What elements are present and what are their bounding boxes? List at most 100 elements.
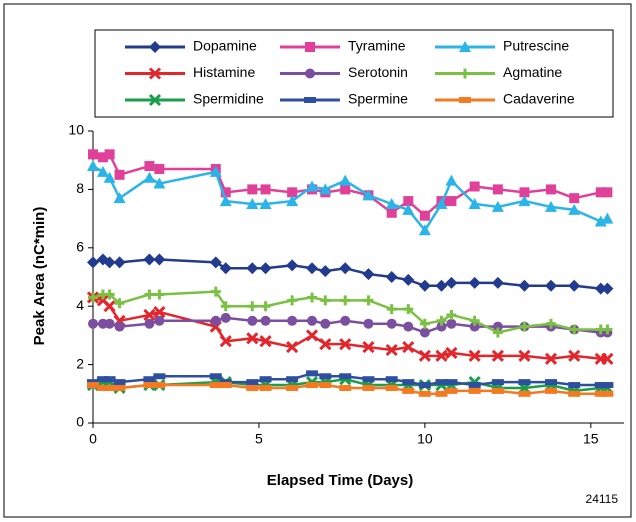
annotation: 24115 [586,492,619,506]
marker [469,181,480,192]
marker [385,343,398,357]
marker [209,165,222,177]
marker [114,169,125,180]
marker [468,382,481,389]
marker [445,387,458,394]
marker [340,315,351,326]
marker [88,292,98,303]
marker [247,315,258,326]
marker [601,352,614,365]
marker [103,376,116,383]
marker [339,384,352,391]
marker [435,349,448,362]
marker [339,373,352,380]
marker [518,349,531,362]
marker [601,382,614,389]
marker [304,97,316,103]
marker [259,376,272,383]
marker [113,379,126,386]
marker [144,161,155,172]
marker [113,256,126,269]
marker [306,382,319,389]
marker [544,379,557,386]
series-line [92,164,608,233]
marker [544,200,557,212]
marker [468,349,481,362]
marker [209,382,222,389]
marker [153,177,166,189]
marker [219,195,232,207]
marker [362,341,375,354]
marker [492,321,503,332]
marker [518,390,531,397]
marker [319,183,332,195]
marker [306,370,319,377]
marker [363,318,374,329]
marker [96,384,109,391]
marker [259,198,272,209]
marker [149,41,161,53]
marker [568,203,581,215]
marker [363,295,374,306]
marker [468,198,481,209]
marker [247,184,258,195]
marker [362,376,375,383]
marker [569,193,580,204]
x-tick-label: 15 [583,431,599,447]
marker [153,305,166,319]
marker [246,379,259,386]
marker [153,382,166,389]
marker [402,341,415,354]
marker [286,195,299,207]
marker [143,253,156,266]
marker [491,200,504,212]
marker [305,68,315,79]
marker [419,327,430,338]
marker [419,318,430,329]
marker [104,149,115,160]
marker [113,192,126,204]
marker [87,382,99,389]
marker [418,390,431,397]
marker [307,292,318,303]
marker [219,262,232,275]
marker [435,198,448,209]
marker [418,279,431,292]
marker [446,318,457,329]
marker [104,289,115,300]
marker [418,224,431,236]
legend-label: Spermine [348,91,408,107]
legend-label: Cadaverine [503,91,575,107]
marker [104,318,115,329]
marker [491,349,504,362]
marker [103,171,116,183]
marker [320,318,331,329]
marker [402,387,415,394]
marker [287,315,298,326]
marker [96,165,109,177]
marker [518,195,531,207]
marker [287,187,298,198]
marker [469,315,480,326]
marker [88,318,98,329]
marker [209,256,222,269]
marker [519,187,530,198]
marker [402,203,415,215]
marker [445,174,458,186]
marker [402,379,415,386]
marker [518,279,531,292]
marker [386,207,397,218]
marker [568,390,581,397]
marker [435,379,448,386]
marker [209,373,222,380]
legend-label: Spermidine [193,91,264,107]
y-tick-label: 0 [76,414,84,430]
x-tick-label: 0 [89,431,97,447]
x-tick-label: 10 [417,431,433,447]
marker [114,321,125,332]
y-tick-label: 8 [76,180,84,196]
marker [544,387,557,394]
marker [594,390,607,397]
marker [545,184,556,195]
x-axis-label: Elapsed Time (Days) [267,472,413,489]
